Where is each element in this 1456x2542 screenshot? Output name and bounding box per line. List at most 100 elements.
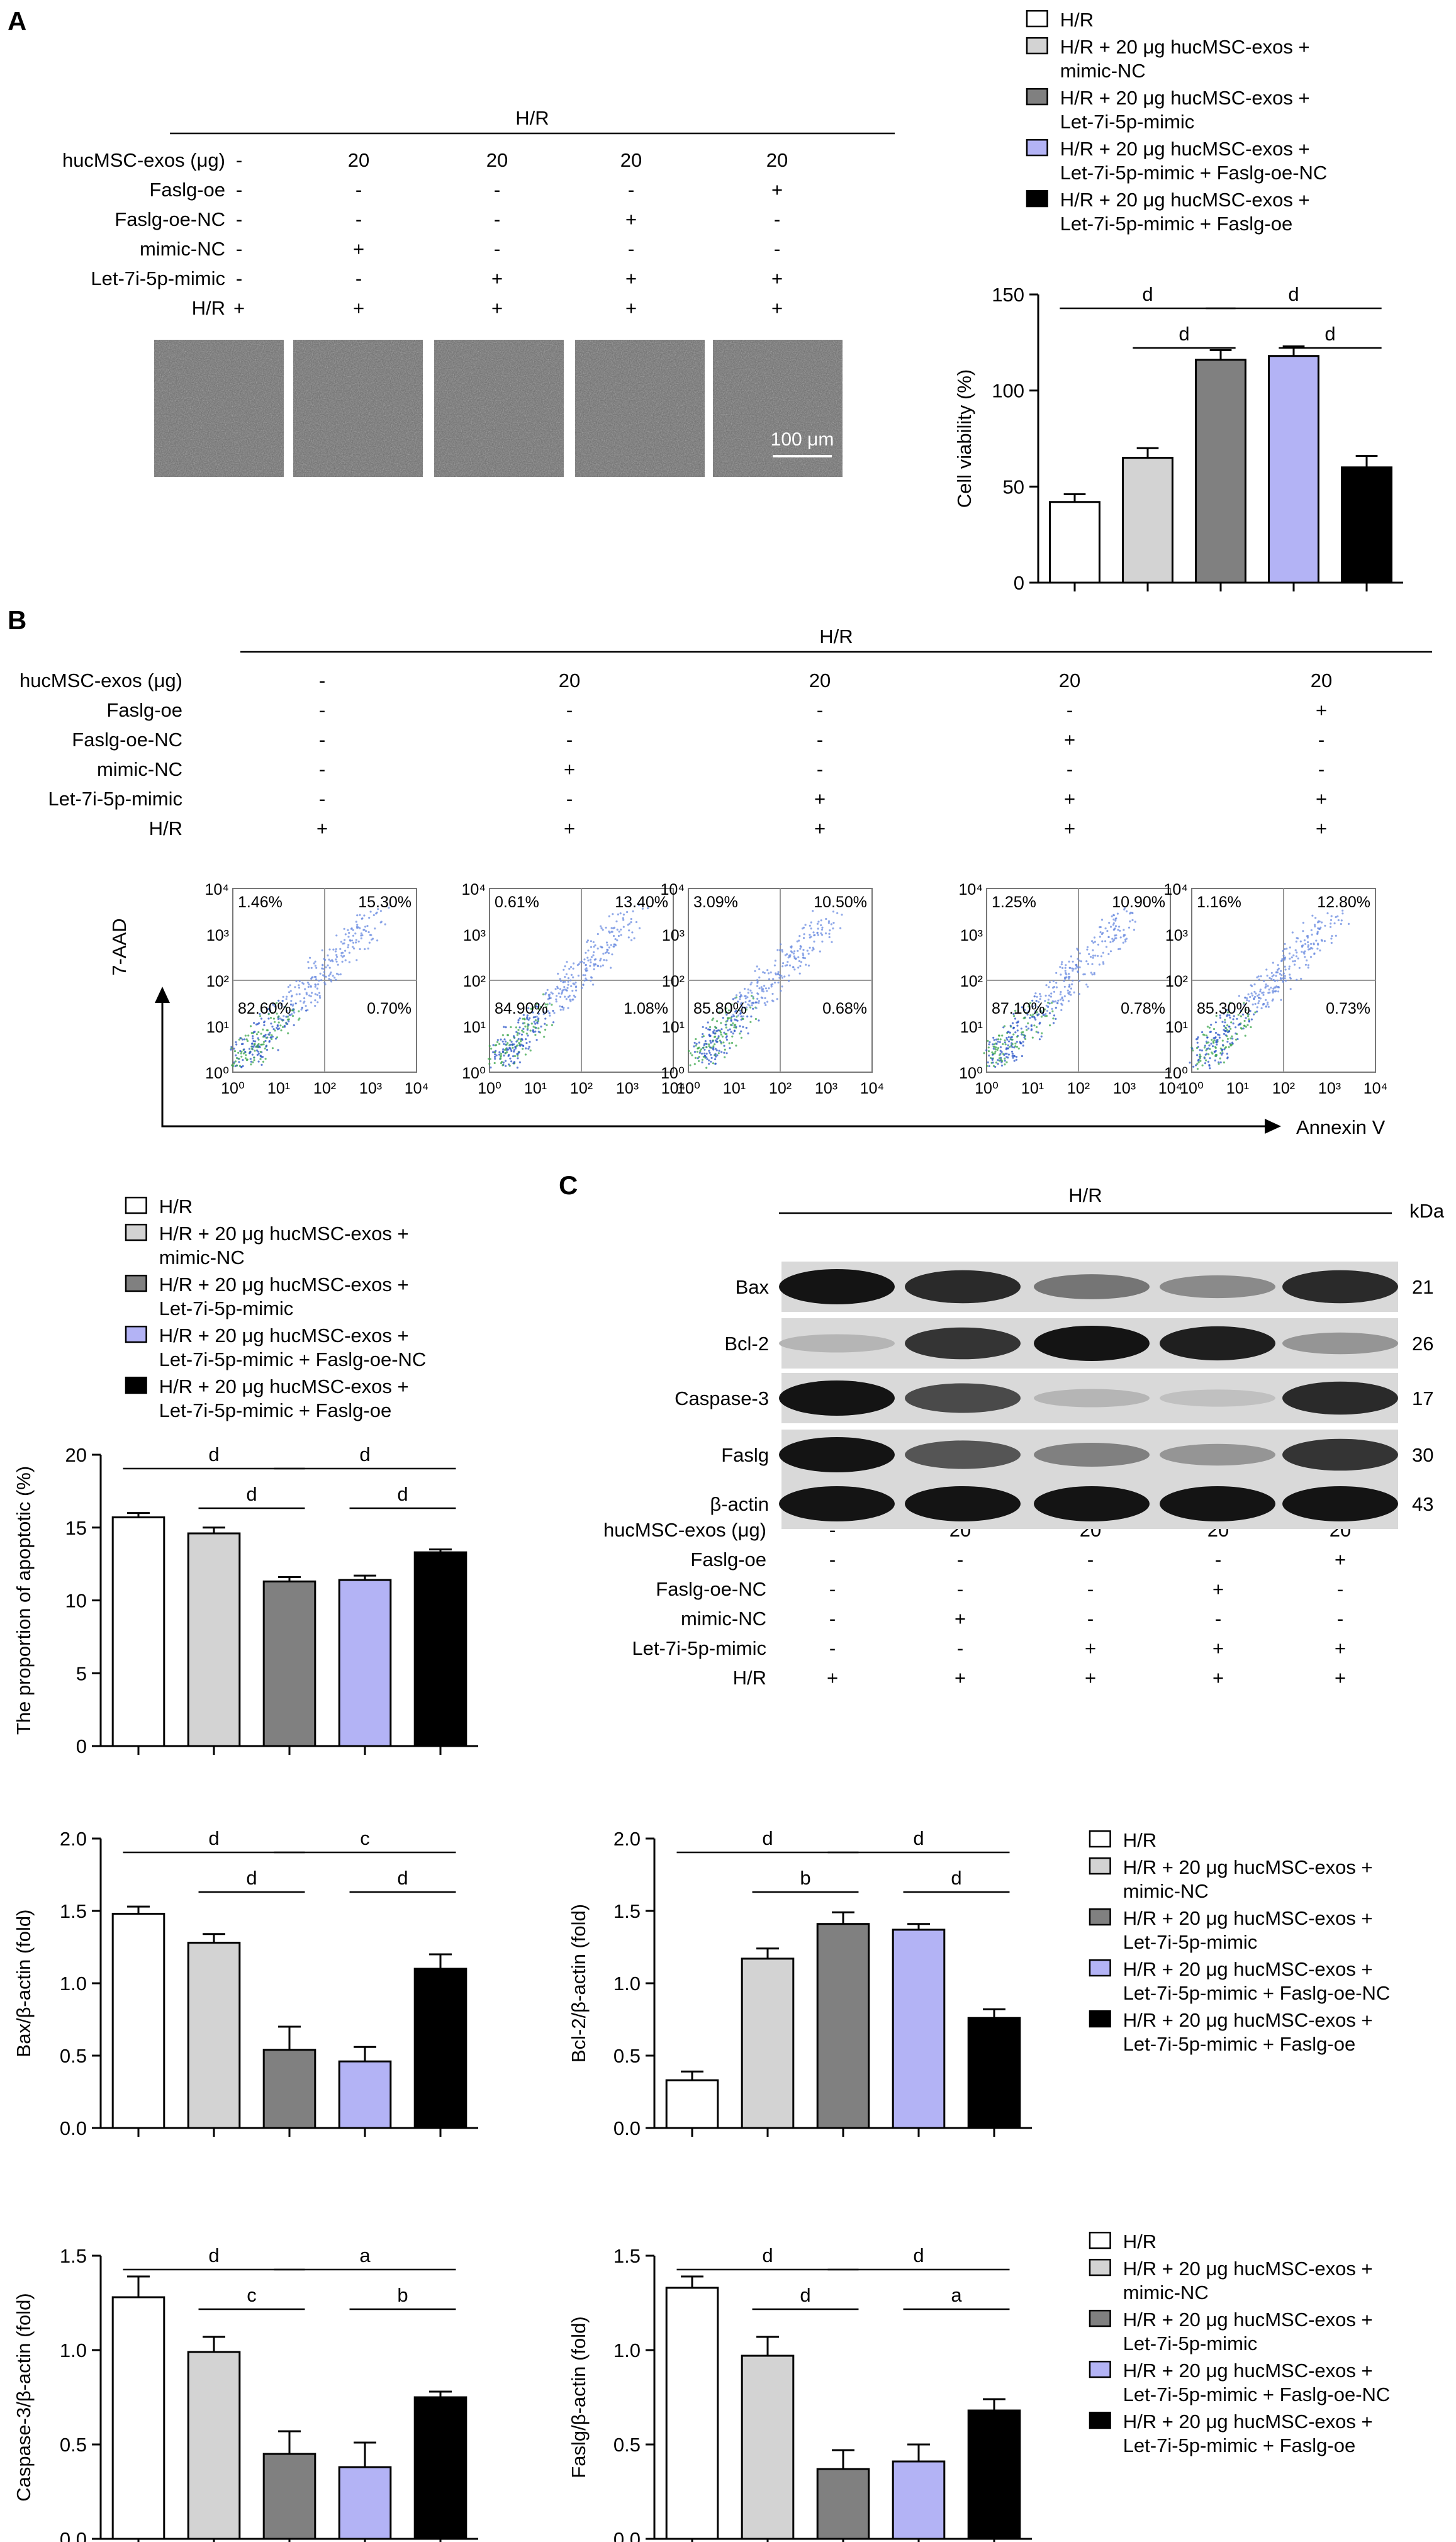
- flow-event: [289, 984, 291, 987]
- flow-event: [234, 1060, 237, 1063]
- flow-event: [314, 999, 316, 1002]
- flow-event: [1072, 970, 1074, 972]
- flow-event: [1205, 1034, 1208, 1037]
- flow-event: [520, 1040, 522, 1043]
- flow-event: [1048, 1002, 1051, 1005]
- legend-label: H/R + 20 μg hucMSC-exos +: [1060, 138, 1310, 160]
- flow-event: [513, 1050, 515, 1053]
- significance-label: d: [208, 1443, 219, 1465]
- flow-quadrant-lr: 0.78%: [1121, 1000, 1165, 1017]
- flow-event: [1253, 983, 1256, 986]
- flow-event: [1199, 1057, 1201, 1060]
- flow-event: [1296, 951, 1298, 954]
- flow-event: [488, 1063, 491, 1065]
- micrograph-texture: [713, 340, 843, 477]
- flow-event: [579, 961, 581, 963]
- flow-event: [703, 1048, 706, 1051]
- flow-event: [557, 972, 559, 975]
- flow-event: [1032, 1013, 1034, 1016]
- flow-event: [1026, 1029, 1028, 1031]
- flow-event: [723, 1044, 725, 1047]
- legend-swatch: [1089, 1959, 1111, 1977]
- flow-event: [1243, 1019, 1246, 1022]
- flow-plot-4: 1.25% 10.90%87.10% 0.78%10⁰10⁰10¹10¹10²10²…: [958, 881, 1182, 1097]
- flow-event: [1331, 935, 1333, 938]
- flow-event: [1211, 1052, 1214, 1055]
- flow-event: [1233, 1010, 1236, 1012]
- flow-event: [792, 952, 795, 955]
- flow-event: [1039, 998, 1041, 1000]
- flow-x-tick: 10³: [1318, 1080, 1341, 1097]
- flow-event: [572, 976, 574, 978]
- flow-event: [600, 965, 602, 968]
- table-cell: -: [319, 669, 325, 691]
- flow-event: [809, 924, 811, 927]
- flow-event: [802, 954, 805, 956]
- flow-event: [1235, 1026, 1237, 1029]
- flow-event: [567, 980, 569, 983]
- flow-event: [322, 963, 324, 966]
- flow-event: [1253, 990, 1256, 993]
- flow-event: [559, 980, 563, 982]
- flow-event: [725, 1033, 728, 1035]
- flow-event: [1054, 1000, 1057, 1003]
- flow-event: [770, 985, 773, 988]
- flow-y-tick: 10¹: [463, 1019, 486, 1036]
- flow-event: [806, 949, 809, 952]
- flow-event: [720, 1033, 722, 1036]
- flow-event: [271, 1038, 273, 1040]
- bar-1: [665, 2079, 719, 2129]
- flow-event: [767, 972, 770, 975]
- flow-event: [703, 1055, 707, 1057]
- flow-event: [766, 990, 768, 992]
- flow-event: [356, 924, 359, 926]
- flow-event: [721, 1035, 724, 1038]
- flow-event: [347, 936, 350, 938]
- flow-event: [1089, 956, 1092, 958]
- flow-event: [290, 1000, 293, 1002]
- flow-event: [751, 1004, 753, 1007]
- flow-event: [1051, 1000, 1054, 1002]
- flow-event: [1014, 1009, 1017, 1012]
- bar-1: [111, 2296, 165, 2540]
- flow-event: [1052, 1022, 1055, 1024]
- flow-event: [271, 1047, 274, 1050]
- bar-5: [967, 2017, 1021, 2129]
- flow-event: [1119, 929, 1121, 932]
- flow-event: [1071, 983, 1073, 985]
- flow-event: [520, 1043, 523, 1046]
- flow-event: [545, 1011, 547, 1014]
- flow-event: [737, 1009, 740, 1011]
- flow-event: [792, 966, 795, 968]
- flow-event: [1056, 1002, 1059, 1004]
- flow-event: [1315, 939, 1318, 942]
- flow-y-tick: 10¹: [960, 1019, 983, 1036]
- flow-event: [1336, 915, 1339, 917]
- flow-event: [244, 1057, 247, 1060]
- flow-event: [1068, 991, 1071, 994]
- flow-event: [571, 999, 574, 1001]
- flow-event: [536, 1005, 539, 1008]
- flow-event: [305, 1009, 308, 1012]
- flow-event: [798, 935, 801, 938]
- flow-event: [770, 971, 772, 974]
- table-cell: 20: [766, 149, 788, 171]
- flow-event: [323, 975, 326, 978]
- flow-event: [1321, 921, 1323, 924]
- flow-x-tick: 10²: [1067, 1080, 1090, 1097]
- significance-label: a: [951, 2284, 962, 2306]
- flow-event: [752, 997, 754, 1000]
- flow-event: [1250, 1026, 1252, 1029]
- flow-event: [314, 960, 316, 963]
- flow-event: [267, 1013, 270, 1016]
- flow-event: [705, 1043, 708, 1045]
- flow-event: [313, 962, 315, 965]
- significance-label: b: [397, 2284, 408, 2306]
- flow-event: [257, 1060, 260, 1063]
- flow-event: [1064, 966, 1067, 969]
- table-row-label: mimic-NC: [140, 238, 225, 260]
- flow-event: [1276, 979, 1279, 982]
- flow-x-tick: 10¹: [1226, 1080, 1249, 1097]
- flow-event: [250, 1032, 253, 1034]
